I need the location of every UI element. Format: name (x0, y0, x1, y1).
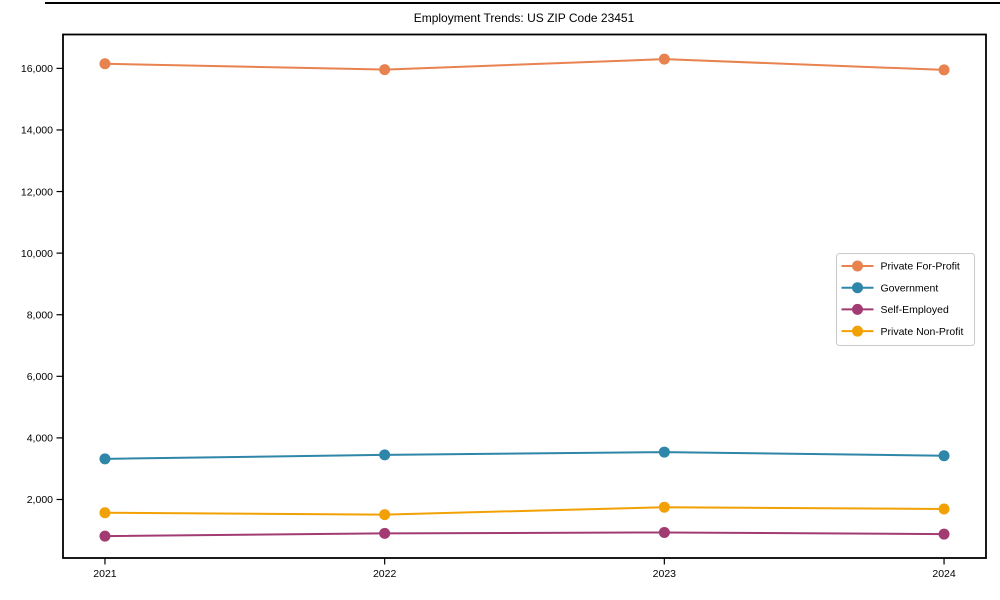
data-point-marker-government (379, 449, 391, 461)
legend-marker-private-non-profit (852, 325, 863, 337)
data-point-marker-private-for-profit (379, 64, 391, 76)
data-point-marker-private-non-profit (379, 509, 391, 521)
series-line-private-for-profit (104, 58, 945, 71)
series-line-self-employed (104, 531, 945, 538)
y-tick-label: 10,000 (21, 248, 53, 260)
data-point-marker-self-employed (938, 528, 950, 540)
legend-label-self-employed: Self-Employed (881, 304, 949, 316)
legend-marker-self-employed (852, 303, 863, 315)
figure-top-border (45, 2, 1000, 4)
data-point-marker-private-for-profit (658, 53, 670, 65)
y-tick-label: 2,000 (27, 494, 53, 506)
y-tick-label: 6,000 (27, 371, 53, 383)
data-point-marker-private-non-profit (658, 501, 670, 513)
data-point-marker-private-non-profit (99, 507, 111, 519)
legend-label-government: Government (881, 282, 939, 294)
legend-marker-government (852, 282, 863, 294)
series-line-private-non-profit (104, 506, 945, 516)
data-point-marker-self-employed (379, 527, 391, 539)
data-point-marker-private-non-profit (938, 503, 950, 515)
y-tick-label: 12,000 (21, 186, 53, 198)
x-tick-label: 2024 (932, 568, 956, 580)
legend-label-private-for-profit: Private For-Profit (881, 261, 960, 273)
data-point-marker-government (658, 446, 670, 458)
x-tick-label: 2021 (93, 568, 117, 580)
legend-box (836, 253, 975, 346)
y-tick-label: 4,000 (27, 433, 53, 445)
y-tick-label: 14,000 (21, 125, 53, 137)
plot-border (62, 33, 987, 559)
data-point-marker-government (99, 453, 111, 465)
chart-title: Employment Trends: US ZIP Code 23451 (413, 11, 635, 25)
data-point-marker-self-employed (99, 530, 111, 542)
legend-marker-private-for-profit (852, 260, 863, 272)
x-tick-label: 2022 (373, 568, 397, 580)
data-point-marker-self-employed (658, 526, 670, 538)
y-tick-label: 8,000 (27, 309, 53, 321)
series-line-government (104, 451, 945, 460)
y-tick-label: 16,000 (21, 63, 53, 75)
x-tick-label: 2023 (653, 568, 677, 580)
data-point-marker-private-for-profit (938, 64, 950, 76)
data-point-marker-private-for-profit (99, 58, 111, 70)
data-point-marker-government (938, 450, 950, 462)
legend-label-private-non-profit: Private Non-Profit (881, 326, 964, 338)
